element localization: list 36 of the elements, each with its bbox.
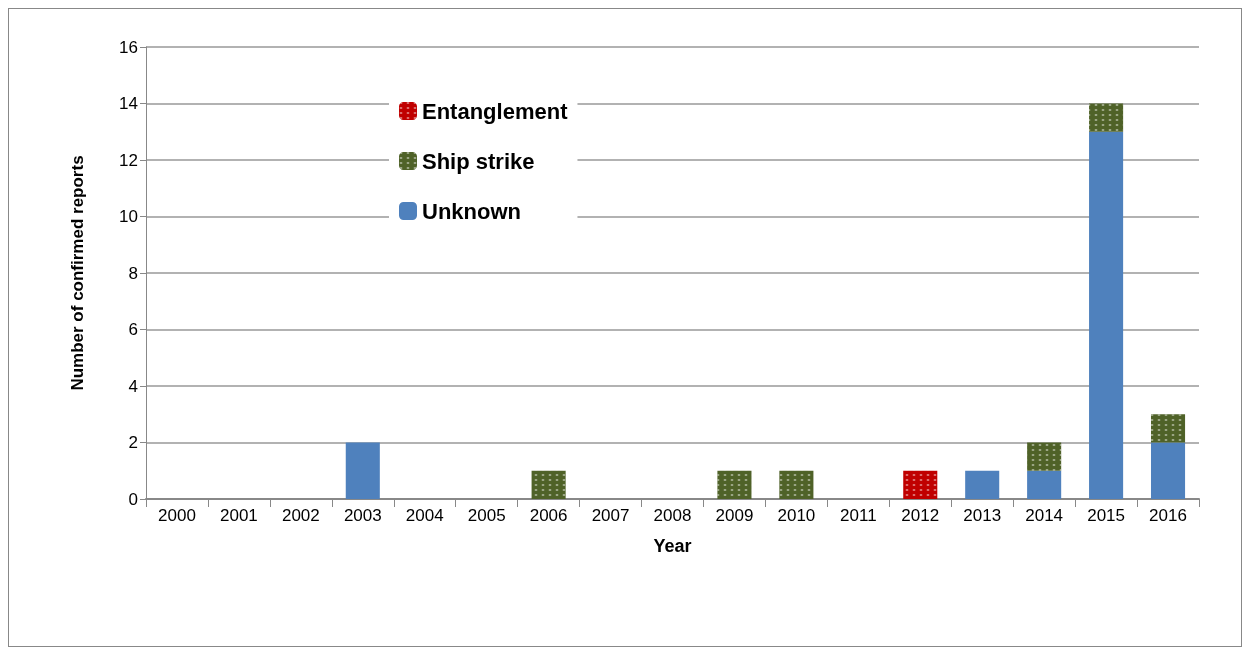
y-tick-label: 4 (128, 376, 138, 396)
x-tick-label: 2016 (1149, 506, 1187, 525)
x-tick-label: 2001 (220, 506, 258, 525)
y-tick-label: 6 (128, 320, 138, 339)
bar (1027, 470, 1062, 499)
bar (345, 442, 380, 499)
legend-label: Ship strike (422, 148, 535, 174)
y-tick-label: 12 (119, 150, 138, 170)
x-tick-label: 2015 (1087, 506, 1125, 525)
bar (1151, 442, 1186, 499)
x-tick-label: 2006 (529, 506, 568, 525)
x-tick-label: 2010 (777, 506, 816, 525)
y-tick-label: 14 (119, 94, 138, 113)
y-tick-label: 16 (119, 37, 138, 57)
x-tick-label: 2011 (840, 506, 877, 525)
x-tick-label: 2000 (158, 506, 196, 525)
x-tick-label: 2003 (343, 506, 382, 525)
x-tick-label: 2005 (467, 506, 506, 525)
y-axis-title: Number of confirmed reports (68, 155, 87, 391)
y-tick-label: 2 (128, 433, 138, 452)
x-tick-label: 2008 (653, 506, 692, 525)
x-tick-label: 2007 (591, 506, 630, 525)
x-tick-label: 2009 (715, 506, 754, 525)
bar (1089, 131, 1124, 499)
legend-label: Unknown (422, 198, 521, 224)
y-tick-label: 0 (128, 489, 138, 509)
x-axis-title: Year (653, 536, 692, 556)
y-tick-label: 10 (119, 207, 138, 226)
x-tick-label: 2013 (963, 506, 1002, 525)
x-tick-label: 2004 (405, 506, 444, 525)
x-tick-label: 2012 (901, 506, 940, 525)
x-tick-label: 2002 (281, 506, 320, 525)
bar (965, 470, 1000, 499)
legend-label: Entanglement (422, 98, 569, 124)
x-tick-label: 2014 (1025, 506, 1064, 525)
y-tick-label: 8 (128, 263, 138, 283)
